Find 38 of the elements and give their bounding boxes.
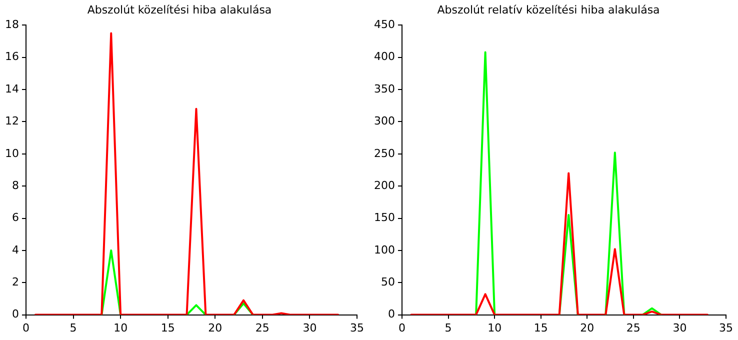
y-tick-label: 4: [12, 243, 19, 256]
x-tick-label: 0: [398, 321, 406, 334]
y-tick-label: 50: [380, 275, 395, 288]
y-tick-label: 200: [374, 178, 395, 192]
x-tick-label: 10: [114, 321, 128, 334]
y-tick-label: 300: [374, 114, 395, 128]
x-tick-label: 5: [444, 321, 452, 334]
y-tick-label: 2: [12, 275, 19, 288]
chart-title: Abszolút közelítési hiba alakulása: [87, 3, 272, 16]
y-tick-label: 14: [4, 82, 19, 96]
chart-title: Abszolút relatív közelítési hiba alakulása: [437, 3, 660, 16]
x-tick-label: 0: [22, 321, 30, 334]
y-tick-label: 350: [374, 82, 395, 96]
x-tick-label: 5: [70, 321, 77, 334]
x-tick-label: 30: [672, 321, 687, 334]
y-tick-label: 0: [388, 308, 395, 321]
y-tick-label: 250: [374, 146, 395, 160]
y-tick-label: 6: [12, 211, 19, 224]
x-tick-label: 35: [719, 321, 733, 334]
y-tick-label: 10: [4, 146, 19, 160]
x-tick-label: 30: [302, 321, 317, 334]
y-tick-label: 0: [12, 308, 19, 321]
y-tick-label: 150: [374, 211, 395, 224]
y-tick-label: 12: [4, 114, 19, 128]
x-tick-label: 35: [350, 321, 364, 334]
y-tick-label: 400: [374, 50, 395, 64]
x-tick-label: 20: [580, 321, 594, 334]
x-tick-label: 20: [208, 321, 222, 334]
y-tick-label: 450: [374, 18, 395, 32]
y-tick-label: 8: [12, 178, 19, 192]
x-tick-label: 10: [488, 321, 502, 334]
x-tick-label: 25: [255, 321, 270, 334]
y-tick-label: 18: [4, 18, 19, 32]
x-tick-label: 15: [534, 321, 548, 334]
x-tick-label: 15: [160, 321, 175, 334]
x-tick-label: 25: [626, 321, 640, 334]
y-tick-label: 100: [374, 243, 395, 256]
y-tick-label: 16: [4, 50, 19, 64]
